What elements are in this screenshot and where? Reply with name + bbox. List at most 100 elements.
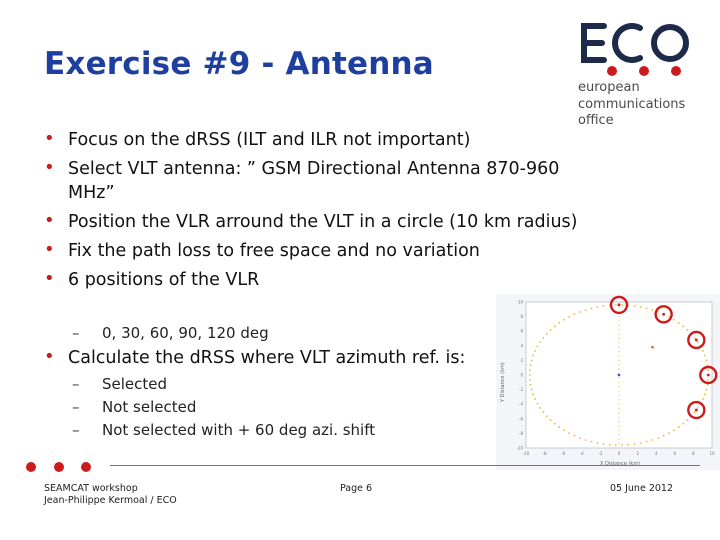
- scatter-point: [530, 359, 533, 362]
- y-tick-label: -2: [519, 387, 523, 392]
- scatter-point: [696, 407, 699, 409]
- scatter-point: [532, 393, 535, 396]
- scatter-point: [542, 336, 545, 339]
- scatter-point: [701, 398, 704, 400]
- vlr-position-marker: [687, 330, 706, 350]
- y-tick-label: -8: [519, 431, 523, 436]
- scatter-point: [673, 318, 675, 321]
- scatter-point: [529, 383, 532, 386]
- sub-bullet-item: – Not selected: [72, 396, 375, 419]
- logo-line: communications: [578, 96, 686, 112]
- scatter-point: [668, 316, 670, 318]
- scatter-point: [584, 439, 587, 441]
- scatter-point: [618, 329, 620, 331]
- vlr-position-dot: [694, 408, 698, 412]
- scatter-plot: 10 -10 8 -8 6 -6 4 -4 2 -2 0 0 -2 2 -4 4 -6 6 -8 8 -10 10 Y D…: [496, 294, 720, 470]
- dash-icon: –: [72, 398, 80, 416]
- scatter-point: [618, 377, 620, 379]
- y-tick-label: -4: [519, 402, 523, 407]
- footer-divider: [110, 465, 700, 466]
- scatter-point: [578, 437, 581, 439]
- scatter-point: [705, 359, 708, 362]
- vlt-point: [617, 373, 621, 377]
- sub-bullet-text: Not selected: [102, 398, 197, 416]
- x-tick-label: 0: [618, 451, 621, 456]
- footer-page: Page 6: [340, 483, 373, 494]
- scatter-point: [528, 374, 531, 376]
- bullet-icon: •: [44, 239, 55, 260]
- scatter-point: [618, 316, 620, 318]
- scatter-point: [673, 429, 675, 432]
- scatter-point: [530, 388, 533, 391]
- scatter-point: [618, 443, 620, 445]
- scatter-point: [563, 429, 565, 432]
- scatter-point: [682, 325, 685, 328]
- scatter-point: [618, 425, 620, 427]
- scatter-point: [553, 422, 556, 425]
- bullet-text: Focus on the dRSS (ILT and ILR not impor…: [68, 130, 471, 150]
- x-tick-label: -4: [580, 451, 584, 456]
- y-tick-label: 10: [518, 300, 524, 305]
- marker-point: [651, 346, 654, 349]
- x-tick-label: -2: [598, 451, 602, 456]
- eco-logo: [581, 23, 689, 76]
- scatter-point: [639, 442, 642, 444]
- sub-bullet-list: – Selected – Not selected – Not selected wi…: [72, 373, 375, 442]
- scatter-point: [618, 390, 620, 392]
- scatter-point: [618, 346, 620, 348]
- y-tick-label: 0: [520, 373, 523, 378]
- scatter-point: [536, 402, 539, 405]
- scatter-point: [662, 434, 665, 437]
- logo-line: european: [578, 80, 640, 95]
- dash-icon: –: [72, 421, 80, 439]
- x-tick-label: 10: [709, 451, 715, 456]
- scatter-point: [705, 388, 708, 391]
- scatter-point: [618, 333, 620, 335]
- scatter-point: [701, 350, 704, 352]
- dash-icon: –: [72, 375, 80, 393]
- vlr-position-dot: [694, 338, 698, 342]
- scatter-point: [627, 443, 630, 446]
- scatter-point: [696, 341, 699, 343]
- scatter-point: [568, 316, 570, 318]
- scatter-point: [590, 440, 593, 443]
- vlr-position-dot: [706, 373, 710, 377]
- y-axis-label: Y Distance (km): [500, 362, 506, 403]
- x-tick-label: 8: [692, 451, 695, 456]
- vlr-position-dot: [662, 312, 666, 316]
- scatter-point: [618, 447, 620, 449]
- scatter-point: [596, 442, 599, 444]
- scatter-point: [618, 399, 620, 401]
- scatter-point: [703, 393, 706, 396]
- scatter-point: [549, 329, 552, 331]
- scatter-point: [545, 332, 548, 335]
- sub-bullet-text: Not selected with + 60 deg azi. shift: [102, 421, 376, 439]
- bullet-item: • Position the VLR arround the VLT in a c…: [44, 210, 604, 234]
- bullet-item: • Fix the path loss to free space and no …: [44, 239, 604, 263]
- footer-dots: [26, 462, 91, 472]
- scatter-point: [618, 403, 620, 405]
- scatter-point: [618, 307, 620, 309]
- page-title: Exercise #9 - Antenna: [44, 46, 434, 82]
- y-tick-label: 8: [520, 314, 523, 319]
- scatter-point: [618, 359, 620, 361]
- scatter-point: [618, 381, 620, 383]
- scatter-point: [618, 320, 620, 322]
- dash-icon: –: [72, 324, 80, 342]
- y-tick-label: 2: [520, 358, 523, 363]
- scatter-point: [618, 421, 620, 423]
- scatter-point: [618, 386, 620, 388]
- scatter-point: [618, 368, 620, 370]
- scatter-point: [618, 416, 620, 418]
- scatter-point: [693, 411, 696, 414]
- scatter-point: [568, 432, 570, 434]
- vlr-position-marker: [609, 295, 629, 315]
- bullet-item: • 6 positions of the VLR: [44, 268, 604, 292]
- bullet-text: Select VLT antenna: ” GSM Directional An…: [68, 159, 560, 203]
- bullet-text: 6 positions of the VLR: [68, 270, 260, 290]
- scatter-point: [682, 422, 685, 425]
- scatter-point: [633, 305, 636, 307]
- scatter-point: [618, 429, 620, 432]
- scatter-point: [590, 307, 593, 310]
- bullet-text: Fix the path loss to free space and no v…: [68, 241, 480, 261]
